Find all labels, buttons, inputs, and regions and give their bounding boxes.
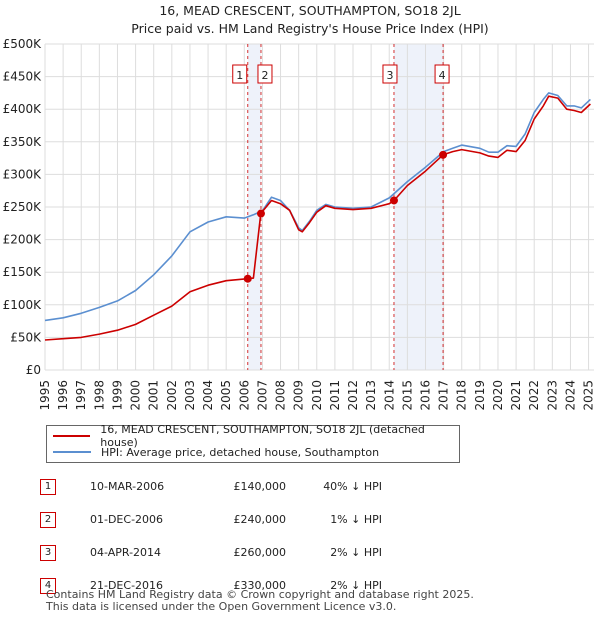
sale-price: £240,000: [233, 513, 287, 526]
x-tick-label: 2023: [545, 380, 559, 410]
legend-item-hpi: HPI: Average price, detached house, Sout…: [53, 444, 379, 460]
price-chart: 16, MEAD CRESCENT, SOUTHAMPTON, SO18 2JL…: [3, 3, 596, 410]
x-tick-label: 2000: [129, 380, 143, 410]
footer-attribution: Contains HM Land Registry data © Crown c…: [46, 589, 474, 613]
legend-item-property: 16, MEAD CRESCENT, SOUTHAMPTON, SO18 2JL…: [53, 423, 459, 449]
sale-label: 4: [439, 69, 446, 82]
x-tick-label: 1995: [38, 380, 52, 410]
sale-hpi-diff: 1% ↓ HPI: [330, 513, 382, 526]
sale-label-box: [232, 64, 248, 84]
y-tick-label: £50K: [10, 330, 42, 344]
x-tick-label: 2003: [183, 380, 197, 410]
x-tick-label: 2012: [346, 380, 360, 410]
y-tick-label: £200K: [3, 233, 43, 247]
sale-label-box: [382, 64, 398, 84]
x-tick-label: 2013: [364, 380, 378, 410]
sale-price: £140,000: [233, 480, 287, 493]
sale-label: 3: [386, 69, 393, 82]
sale-date: 04-APR-2014: [90, 546, 162, 559]
transactions-table: 1 10-MAR-2006 £140,000 40% ↓ HPI 2 01-DE…: [40, 470, 382, 602]
x-tick-label: 2017: [437, 380, 451, 410]
x-tick-label: 1998: [92, 380, 106, 410]
sale-label: 1: [236, 69, 243, 82]
table-row: 2 01-DEC-2006 £240,000 1% ↓ HPI: [40, 503, 382, 536]
x-tick-label: 1996: [56, 380, 70, 410]
y-tick-label: £300K: [3, 167, 43, 181]
x-tick-label: 2002: [165, 380, 179, 410]
x-tick-label: 2010: [310, 380, 324, 410]
y-tick-label: £250K: [3, 200, 43, 214]
sale-number-badge: 1: [40, 478, 56, 495]
x-tick-label: 2022: [527, 380, 541, 410]
sale-point: [256, 209, 265, 218]
y-tick-label: £400K: [3, 102, 43, 116]
sale-number-badge: 3: [40, 544, 56, 561]
sale-point: [389, 196, 398, 205]
y-tick-label: £100K: [3, 298, 43, 312]
x-tick-label: 2001: [147, 380, 161, 410]
x-tick-label: 2019: [473, 380, 487, 410]
sale-number-badge: 4: [40, 577, 56, 594]
x-tick-label: 2025: [582, 380, 596, 410]
y-tick-label: £0: [26, 363, 41, 377]
sale-hpi-diff: 40% ↓ HPI: [323, 480, 382, 493]
x-tick-label: 2004: [201, 380, 215, 410]
sale-date: 21-DEC-2016: [90, 579, 164, 592]
y-tick-label: £500K: [3, 37, 43, 51]
footer-line-licence: This data is licensed under the Open Gov…: [46, 600, 397, 613]
x-tick-label: 2024: [563, 380, 577, 410]
table-row: 1 10-MAR-2006 £140,000 40% ↓ HPI: [40, 470, 382, 503]
x-tick-label: 2008: [274, 380, 288, 410]
sale-label-box: [257, 64, 273, 84]
sale-date: 01-DEC-2006: [90, 513, 164, 526]
legend-swatch-hpi: [53, 451, 91, 453]
y-tick-label: £450K: [3, 70, 43, 84]
legend-label-property: 16, MEAD CRESCENT, SOUTHAMPTON, SO18 2JL…: [100, 423, 425, 449]
sale-point: [439, 150, 448, 159]
table-row: 3 04-APR-2014 £260,000 2% ↓ HPI: [40, 536, 382, 569]
x-tick-label: 2014: [382, 380, 396, 410]
chart-subtitle: Price paid vs. HM Land Registry's House …: [131, 21, 488, 36]
x-tick-label: 2018: [455, 380, 469, 410]
sale-hpi-diff: 2% ↓ HPI: [330, 579, 382, 592]
x-tick-label: 1999: [110, 380, 124, 410]
sale-point: [243, 274, 252, 283]
sale-price: £330,000: [233, 579, 287, 592]
x-tick-label: 1997: [74, 380, 88, 410]
x-tick-label: 2016: [418, 380, 432, 410]
chart-title: 16, MEAD CRESCENT, SOUTHAMPTON, SO18 2JL: [159, 3, 460, 18]
footer-line-copyright: Contains HM Land Registry data © Crown c…: [46, 588, 474, 601]
sale-price: £260,000: [233, 546, 287, 559]
sale-label: 2: [261, 69, 268, 82]
x-tick-label: 2005: [219, 380, 233, 410]
sale-date: 10-MAR-2006: [90, 480, 165, 493]
legend-swatch-property: [53, 435, 91, 437]
x-tick-label: 2006: [237, 380, 251, 410]
y-tick-label: £350K: [3, 135, 43, 149]
y-tick-label: £150K: [3, 265, 43, 279]
sale-hpi-diff: 2% ↓ HPI: [330, 546, 382, 559]
x-tick-label: 2011: [328, 380, 342, 410]
sale-label-box: [434, 64, 450, 84]
property-price-line: [44, 95, 591, 341]
x-tick-label: 2020: [491, 380, 505, 410]
x-tick-label: 2007: [255, 380, 269, 410]
x-tick-label: 2021: [509, 380, 523, 410]
table-row: 4 21-DEC-2016 £330,000 2% ↓ HPI: [40, 569, 382, 602]
x-tick-label: 2009: [292, 380, 306, 410]
sale-number-badge: 2: [40, 511, 56, 528]
legend: 16, MEAD CRESCENT, SOUTHAMPTON, SO18 2JL…: [46, 423, 460, 463]
x-tick-label: 2015: [400, 380, 414, 410]
legend-label-hpi: HPI: Average price, detached house, Sout…: [101, 445, 380, 459]
hpi-line: [44, 92, 591, 322]
